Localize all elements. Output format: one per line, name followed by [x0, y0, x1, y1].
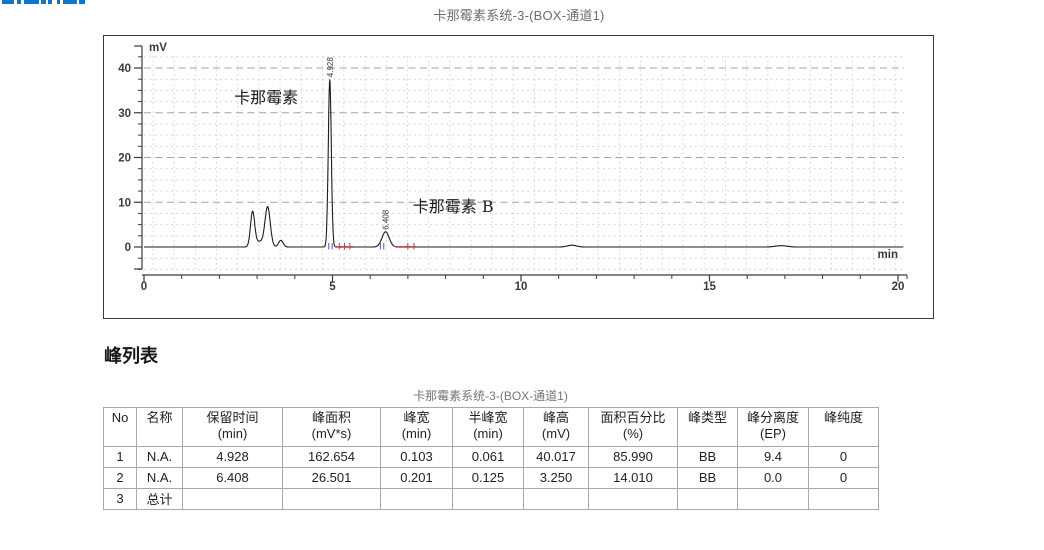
peak-list-heading: 峰列表	[104, 346, 158, 366]
table-cell: 1	[103, 445, 137, 468]
table-cell: 总计	[136, 487, 183, 510]
header-cell: 峰分离度 (EP)	[737, 407, 809, 447]
compound-annotation: 卡那霉素 B	[413, 197, 494, 216]
signal-trace	[144, 79, 904, 248]
peak-baseline-markers	[328, 243, 416, 250]
chromatogram-panel: 0 10 20 30 40 0 5 10 15 20 mV min 4.928 6.408 卡那霉素 卡那霉素…	[103, 35, 934, 319]
table-row: 1 N.A. 4.928 162.654 0.103 0.061 40.017 85.990 B…	[103, 445, 879, 468]
table-cell: 40.017	[523, 445, 589, 468]
table-cell: 0.201	[380, 466, 453, 489]
text-fragment	[63, 0, 77, 4]
x-tick-label: 0	[141, 281, 147, 293]
table-row: 3 总计	[103, 487, 879, 510]
text-fragment	[24, 0, 39, 4]
y-tick-label: 0	[125, 242, 131, 254]
table-cell: 3.250	[523, 466, 589, 489]
table-cell	[282, 487, 381, 510]
table-cell	[380, 487, 453, 510]
table-cell: 3	[103, 487, 137, 510]
peak-list-subtitle: 卡那霉素系统-3-(BOX-通道1)	[413, 389, 568, 403]
table-cell: BB	[677, 445, 738, 468]
header-cell: 面积百分比 (%)	[588, 407, 678, 447]
x-axis-unit-label: min	[878, 249, 898, 261]
table-cell	[182, 487, 283, 510]
x-tick-label: 20	[892, 281, 905, 293]
table-cell	[523, 487, 589, 510]
header-cell: 峰高 (mV)	[523, 407, 589, 447]
peak-list-table: No 名称 保留时间 (min) 峰面积 (mV*s) 峰宽 (min) 半峰宽 (min) 峰高(…	[103, 407, 879, 510]
table-cell: 26.501	[282, 466, 381, 489]
table-cell: 0.125	[452, 466, 524, 489]
x-tick-label: 15	[703, 281, 716, 293]
table-header-row: No 名称 保留时间 (min) 峰面积 (mV*s) 峰宽 (min) 半峰宽 (min) 峰高(…	[103, 407, 879, 447]
table-cell: 85.990	[588, 445, 678, 468]
table-cell: 162.654	[282, 445, 381, 468]
y-tick-label: 20	[118, 153, 131, 165]
compound-annotation: 卡那霉素	[234, 88, 298, 107]
table-cell	[737, 487, 809, 510]
table-cell: 2	[103, 466, 137, 489]
table-cell: 6.408	[182, 466, 283, 489]
text-fragment	[48, 0, 52, 4]
text-fragment	[79, 0, 85, 4]
x-tick-label: 5	[329, 281, 336, 293]
table-cell: N.A.	[136, 445, 183, 468]
table-cell: 0.061	[452, 445, 524, 468]
peak-retention-time-label: 6.408	[382, 209, 391, 230]
text-fragment	[2, 0, 14, 4]
header-cell: 半峰宽 (min)	[452, 407, 524, 447]
y-axis-unit-label: mV	[149, 42, 167, 54]
text-fragment	[41, 0, 46, 4]
header-cell: No	[103, 407, 137, 447]
y-tick-label: 30	[118, 108, 131, 120]
header-cell: 名称	[136, 407, 183, 447]
header-cell: 保留时间 (min)	[182, 407, 283, 447]
table-cell: 0.103	[380, 445, 453, 468]
table-row: 2 N.A. 6.408 26.501 0.201 0.125 3.250 14.010 BB 0…	[103, 466, 879, 489]
table-cell: 4.928	[182, 445, 283, 468]
header-cell: 峰面积 (mV*s)	[282, 407, 381, 447]
text-fragment	[57, 0, 60, 4]
peak-retention-time-label: 4.928	[326, 57, 335, 78]
table-cell: 0	[808, 445, 879, 468]
x-tick-label: 10	[515, 281, 528, 293]
table-cell	[452, 487, 524, 510]
axis-tick-labels: 0 10 20 30 40 0 5 10 15 20 mV min	[118, 42, 904, 293]
table-cell: 9.4	[737, 445, 809, 468]
table-cell	[588, 487, 678, 510]
header-cell: 峰宽 (min)	[380, 407, 453, 447]
text-fragment	[17, 0, 21, 4]
table-cell: N.A.	[136, 466, 183, 489]
plot-grid	[144, 56, 904, 270]
chromatogram-title: 卡那霉素系统-3-(BOX-通道1)	[433, 8, 605, 23]
table-cell	[808, 487, 879, 510]
table-cell	[677, 487, 738, 510]
table-cell: BB	[677, 466, 738, 489]
table-cell: 0	[808, 466, 879, 489]
y-tick-label: 10	[118, 197, 131, 209]
header-cell: 峰纯度	[808, 407, 879, 447]
y-tick-label: 40	[118, 63, 131, 75]
header-cell: 峰类型	[677, 407, 738, 447]
table-cell: 14.010	[588, 466, 678, 489]
plot-axes	[134, 45, 908, 282]
table-cell: 0.0	[737, 466, 809, 489]
peak-time-labels: 4.928 6.408	[326, 57, 391, 230]
